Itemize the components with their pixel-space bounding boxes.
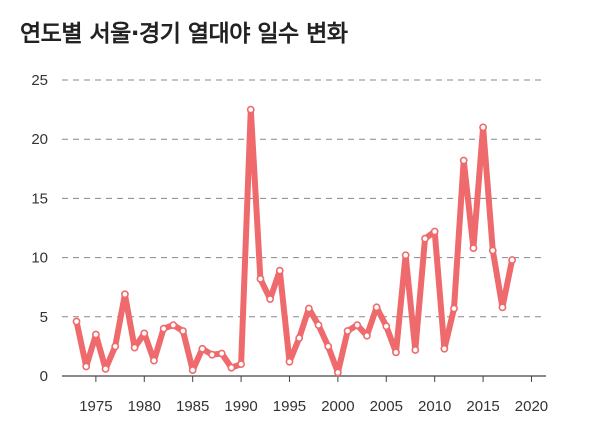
data-point-1992 [256,275,265,283]
y-tick-label-10: 10 [31,250,48,267]
data-point-1991 [246,105,255,114]
data-point-1979 [130,343,139,352]
data-point-1984 [179,327,187,335]
x-tick-label-1980: 1980 [128,398,161,415]
series-line [73,106,516,376]
y-axis-ticks: 0 5 10 15 20 25 [31,72,48,385]
data-point-2012 [450,304,458,313]
data-point-1998 [314,321,323,329]
data-point-1973 [72,317,81,326]
data-point-2005 [382,322,391,331]
data-point-1987 [208,350,216,359]
x-tick-label-2000: 2000 [321,398,354,415]
x-axis-ticks: 1975 1980 1985 1990 1995 2000 2005 2010 2015 2020 [79,376,548,415]
x-tick-label-2005: 2005 [370,398,403,415]
data-point-2001 [343,327,352,335]
series-layer [73,106,516,376]
data-point-1983 [169,321,178,329]
x-tick-label-2010: 2010 [418,398,451,415]
data-point-1975 [91,330,100,339]
data-point-1994 [275,266,284,275]
gridlines [62,79,546,318]
y-tick-label-15: 15 [31,190,48,207]
data-point-1985 [188,366,197,374]
chart-title: 연도별 서울·경기 열대야 일수 변화 [20,21,348,47]
y-tick-label-0: 0 [40,368,48,385]
data-point-2017 [498,303,507,312]
data-point-1995 [285,357,294,366]
data-point-1988 [217,349,226,358]
data-point-2004 [372,303,381,312]
data-point-2014 [469,244,478,253]
y-tick-label-20: 20 [31,131,48,148]
data-point-2009 [421,234,429,243]
data-point-1996 [295,334,304,343]
data-point-2013 [459,156,468,165]
data-point-1993 [266,295,275,303]
data-point-2016 [488,246,497,255]
x-tick-label-2020: 2020 [515,398,548,415]
data-point-1989 [227,363,236,372]
data-point-2002 [353,321,362,329]
data-point-2015 [479,123,487,132]
data-point-1978 [121,290,129,299]
data-point-1976 [101,364,110,373]
data-point-2010 [430,227,439,236]
data-point-2008 [411,346,420,354]
data-point-1981 [150,356,158,365]
data-point-2003 [363,331,371,340]
x-tick-label-1985: 1985 [176,398,209,415]
y-tick-label-25: 25 [31,72,48,89]
x-tick-label-2015: 2015 [466,398,499,415]
data-point-1977 [111,342,120,351]
data-point-2000 [333,368,342,377]
data-point-2011 [440,344,449,353]
data-points [72,105,517,377]
data-point-2018 [508,256,517,264]
data-point-1999 [324,342,333,351]
x-tick-label-1975: 1975 [79,398,112,415]
x-tick-label-1990: 1990 [224,398,257,415]
x-tick-label-1995: 1995 [273,398,306,415]
data-point-2006 [392,348,400,357]
y-tick-label-5: 5 [40,309,48,326]
data-point-1990 [237,360,245,369]
data-point-1997 [304,304,313,313]
data-point-1986 [198,344,207,353]
data-point-2007 [401,251,410,260]
data-point-1982 [159,324,168,333]
data-point-1974 [82,362,91,371]
data-point-1980 [140,329,149,338]
